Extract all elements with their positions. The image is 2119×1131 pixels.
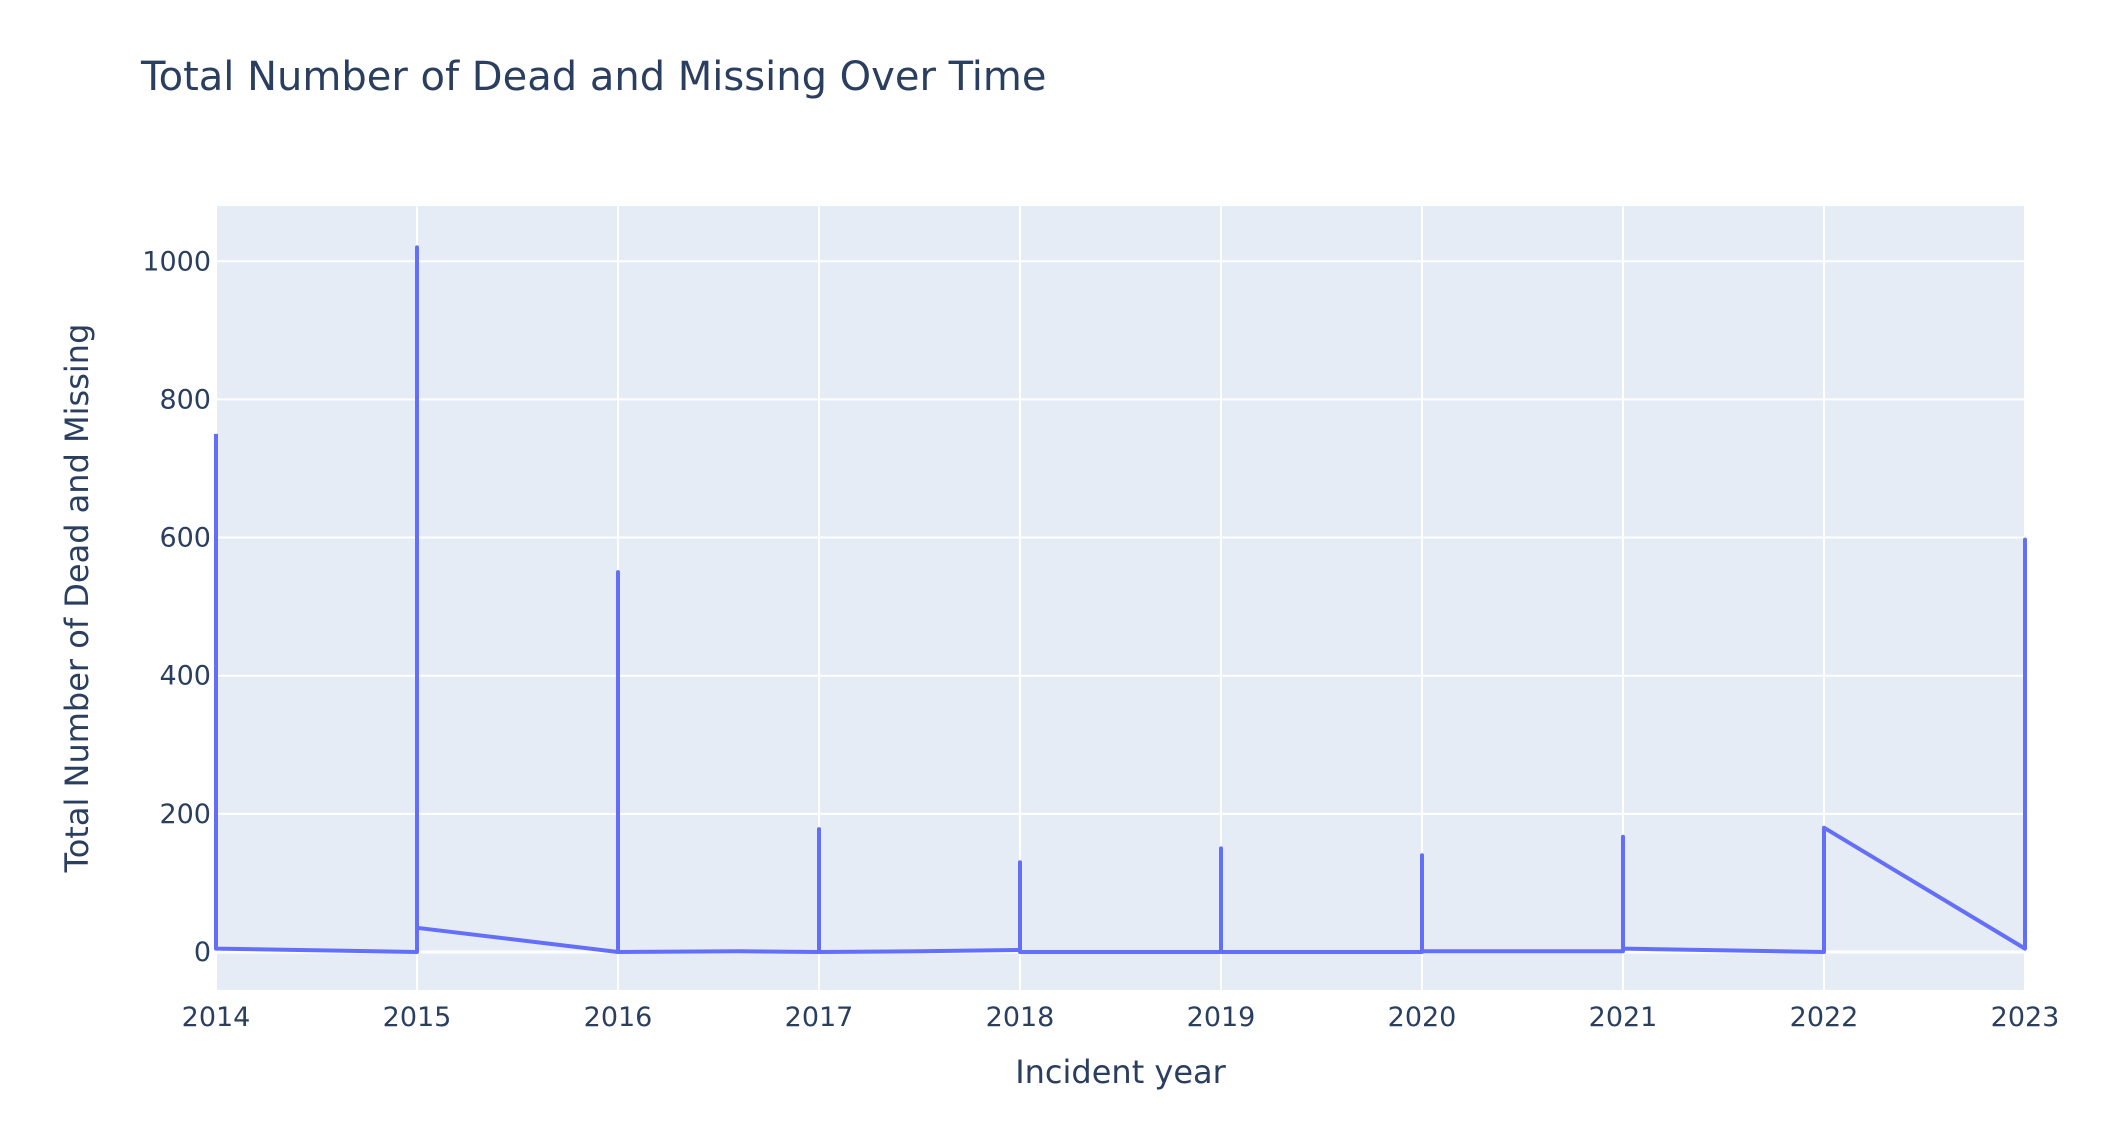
y-tick-label: 1000: [142, 246, 211, 277]
y-tick-label: 600: [159, 523, 211, 554]
x-tick-label: 2015: [383, 1002, 452, 1033]
x-tick-label: 2014: [182, 1002, 251, 1033]
y-axis-title: Total Number of Dead and Missing: [58, 324, 96, 874]
x-tick-label: 2016: [584, 1002, 653, 1033]
x-tick-label: 2021: [1589, 1002, 1658, 1033]
gridlines: [215, 206, 2026, 990]
y-tick-label: 800: [159, 384, 211, 415]
y-tick-label: 400: [159, 661, 211, 692]
x-tick-label: 2017: [785, 1002, 854, 1033]
plot-area: [216, 206, 2025, 990]
x-tick-label: 2019: [1187, 1002, 1256, 1033]
x-axis-title: Incident year: [1015, 1053, 1226, 1091]
y-axis: 0 200 400 600 800 1000: [142, 246, 211, 968]
x-axis: 2014 2015 2016 2017 2018 2019 2020 2021 2022 2023: [182, 1002, 2060, 1033]
series-line: [214, 245, 2027, 954]
y-tick-label: 200: [159, 799, 211, 830]
x-tick-label: 2023: [1991, 1002, 2060, 1033]
chart-title: Total Number of Dead and Missing Over Ti…: [140, 54, 1047, 100]
series-layer: [214, 245, 2027, 954]
x-tick-label: 2020: [1388, 1002, 1457, 1033]
x-tick-label: 2018: [986, 1002, 1055, 1033]
x-tick-label: 2022: [1790, 1002, 1859, 1033]
y-tick-label: 0: [194, 937, 211, 968]
